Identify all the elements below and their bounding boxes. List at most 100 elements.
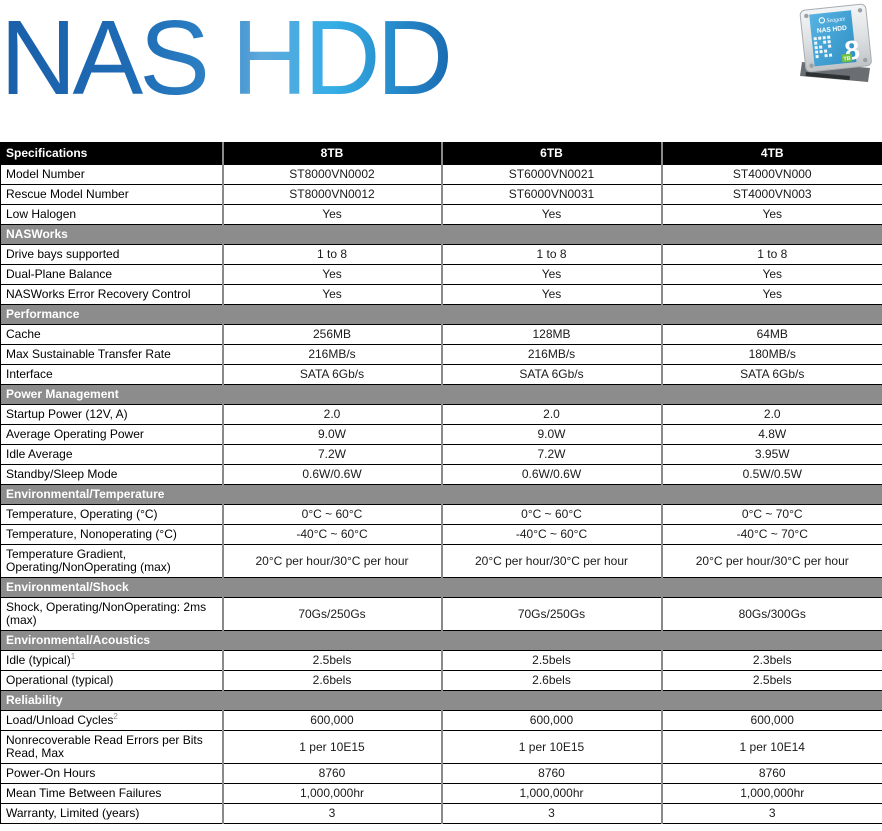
spec-value-cell: 256MB — [221, 324, 442, 345]
spec-label-cell: Temperature Gradient, Operating/NonOpera… — [0, 544, 223, 578]
spec-label-cell: Model Number — [0, 164, 223, 185]
hero-banner: NAS HDD Seagate — [0, 0, 882, 142]
page-title: NAS HDD — [0, 4, 453, 117]
spec-label: Operational (typical) — [6, 673, 114, 687]
svg-text:TB: TB — [843, 56, 851, 63]
spec-label: Power-On Hours — [6, 766, 96, 780]
spec-value-cell: 1,000,000hr — [221, 783, 442, 804]
spec-value-cell: 600,000 — [440, 710, 662, 731]
spec-label: Mean Time Between Failures — [6, 786, 162, 800]
spec-row: Model Number ST8000VN0002 ST6000VN0021 ST40… — [0, 164, 882, 185]
spec-label: Max Sustainable Transfer Rate — [6, 347, 171, 361]
spec-value-cell: 80Gs/300Gs — [660, 597, 882, 631]
spec-label-cell: Temperature, Nonoperating (°C) — [0, 524, 223, 545]
spec-value-cell: 8760 — [440, 763, 662, 784]
spec-value-cell: ST8000VN0012 — [221, 184, 442, 205]
spec-label: NASWorks Error Recovery Control — [6, 287, 191, 301]
spec-value-cell: 9.0W — [440, 424, 662, 445]
hdd-product-image: Seagate NAS HDD 8 TB — [799, 3, 872, 82]
spec-label: Dual-Plane Balance — [6, 267, 113, 281]
spec-value-cell: 2.0 — [440, 404, 662, 425]
spec-row: Idle Average 7.2W 7.2W 3.95W — [0, 444, 882, 465]
spec-label: Idle Average — [6, 447, 73, 461]
spec-label: Rescue Model Number — [6, 187, 129, 201]
spec-value-cell: Yes — [221, 284, 442, 305]
spec-row: Nonrecoverable Read Errors per Bits Read… — [0, 730, 882, 764]
spec-label-cell: Power-On Hours — [0, 763, 223, 784]
spec-label: Load/Unload Cycles — [6, 713, 114, 727]
seagate-logo: Seagate — [818, 16, 846, 24]
spec-value-cell: 1 per 10E15 — [440, 730, 662, 764]
spec-value-cell: -40°C ~ 60°C — [221, 524, 442, 545]
spec-label-cell: Interface — [0, 364, 223, 385]
spec-value-cell: 0°C ~ 60°C — [221, 504, 442, 525]
spec-label: Shock, Operating/NonOperating: 2ms (max) — [6, 600, 207, 627]
spec-row: Temperature, Nonoperating (°C) -40°C ~ 60… — [0, 524, 882, 545]
spec-label: Warranty, Limited (years) — [6, 806, 140, 820]
hdd-connector — [805, 72, 850, 80]
column-header-8tb: 8TB — [221, 142, 442, 165]
spec-value-cell: Yes — [221, 204, 442, 225]
spec-label: Temperature, Nonoperating (°C) — [6, 527, 177, 541]
spec-label-cell: Drive bays supported — [0, 244, 223, 265]
spec-value-cell: ST4000VN003 — [660, 184, 882, 205]
spec-value-cell: ST6000VN0021 — [440, 164, 662, 185]
spec-value-cell: SATA 6Gb/s — [440, 364, 662, 385]
spec-value-cell: 0°C ~ 60°C — [440, 504, 662, 525]
spec-value-cell: 0°C ~ 70°C — [660, 504, 882, 525]
spec-label-cell: NASWorks Error Recovery Control — [0, 284, 223, 305]
section-header-row: Environmental/Temperature — [0, 484, 882, 505]
spec-value-cell: 1 per 10E14 — [660, 730, 882, 764]
footnote-marker: 1 — [70, 652, 76, 661]
spec-value-cell: 600,000 — [221, 710, 442, 731]
spec-value-cell: 600,000 — [660, 710, 882, 731]
spec-label-cell: Shock, Operating/NonOperating: 2ms (max) — [0, 597, 223, 631]
spec-value-cell: 2.5bels — [660, 670, 882, 691]
spec-value-cell: 64MB — [660, 324, 882, 345]
tb-badge: TB — [841, 53, 853, 63]
spec-row: Warranty, Limited (years) 3 3 3 — [0, 803, 882, 824]
spec-row: Operational (typical) 2.6bels 2.6bels 2.5be… — [0, 670, 882, 691]
hdd-label-title: NAS HDD — [817, 25, 848, 35]
column-header-6tb: 6TB — [440, 142, 662, 165]
spec-value-cell: -40°C ~ 60°C — [440, 524, 662, 545]
spec-value-cell: 20°C per hour/30°C per hour — [440, 544, 662, 578]
spec-value-cell: 70Gs/250Gs — [221, 597, 442, 631]
spec-label: Temperature, Operating (°C) — [6, 507, 158, 521]
spec-row: Startup Power (12V, A) 2.0 2.0 2.0 — [0, 404, 882, 425]
spec-label: Cache — [6, 327, 41, 341]
spec-value-cell: Yes — [440, 284, 662, 305]
spec-label-cell: Warranty, Limited (years) — [0, 803, 223, 824]
spec-value-cell: Yes — [660, 284, 882, 305]
spec-value-cell: 3 — [221, 803, 442, 824]
spec-value-cell: 1 to 8 — [440, 244, 662, 265]
footnote-marker: 2 — [113, 712, 118, 721]
spec-row: Standby/Sleep Mode 0.6W/0.6W 0.6W/0.6W 0.5W… — [0, 464, 882, 485]
spec-value-cell: -40°C ~ 70°C — [660, 524, 882, 545]
svg-text:Seagate: Seagate — [826, 16, 846, 24]
spec-label: Temperature Gradient, Operating/NonOpera… — [6, 547, 171, 574]
section-header-row: Environmental/Shock — [0, 577, 882, 598]
spec-value-cell: 2.5bels — [440, 650, 662, 671]
spec-value-cell: 1,000,000hr — [440, 783, 662, 804]
spec-label-cell: Standby/Sleep Mode — [0, 464, 223, 485]
spec-label-cell: Max Sustainable Transfer Rate — [0, 344, 223, 365]
spec-value-cell: 0.6W/0.6W — [440, 464, 662, 485]
spec-label-cell: Rescue Model Number — [0, 184, 223, 205]
spec-value-cell: ST8000VN0002 — [221, 164, 442, 185]
spec-value-cell: 20°C per hour/30°C per hour — [221, 544, 442, 578]
spec-row: Cache 256MB 128MB 64MB — [0, 324, 882, 345]
spec-value-cell: Yes — [440, 204, 662, 225]
spec-value-cell: 216MB/s — [221, 344, 442, 365]
spec-label: Idle (typical) — [6, 653, 71, 667]
spec-value-cell: 128MB — [440, 324, 662, 345]
spec-label-cell: Idle Average — [0, 444, 223, 465]
spec-value-cell: 2.5bels — [221, 650, 442, 671]
spec-value-cell: Yes — [660, 204, 882, 225]
spec-row: Mean Time Between Failures 1,000,000hr 1,0… — [0, 783, 882, 804]
spec-value-cell: 8760 — [660, 763, 882, 784]
spec-label-cell: Operational (typical) — [0, 670, 223, 691]
spec-value-cell: 4.8W — [660, 424, 882, 445]
